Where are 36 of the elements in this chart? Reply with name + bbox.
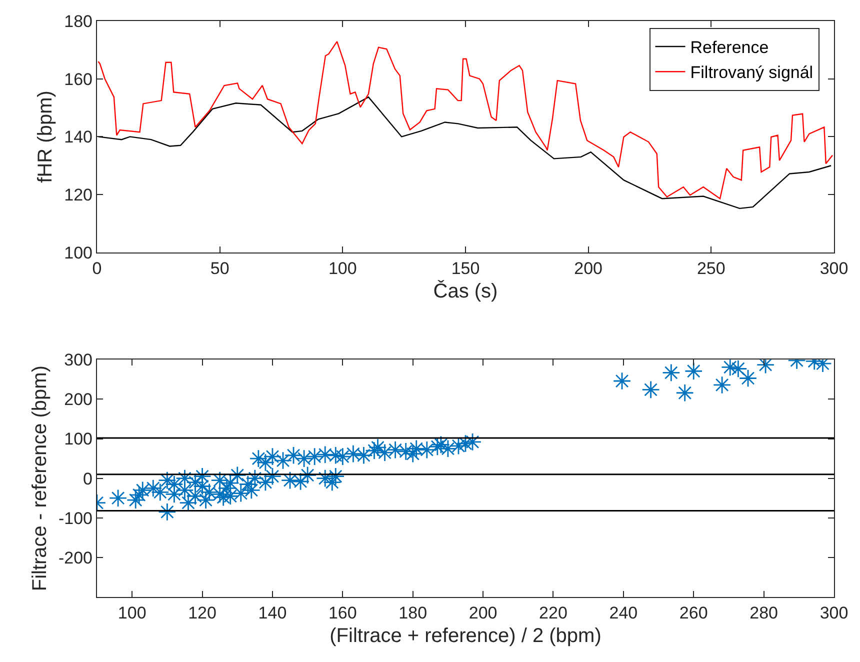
x-tick-label: 240 [609,604,638,622]
y-tick-label: 0 [83,469,92,488]
x-tick-label: 100 [328,258,357,278]
legend-label: Reference [690,38,769,58]
x-tick-label: 300 [820,604,848,622]
y-tick-label: 200 [64,390,92,410]
y-tick-label: -200 [58,548,92,568]
y-tick-label: 100 [64,430,92,449]
y-tick-label: -100 [58,508,92,528]
x-tick-label: 100 [118,604,146,622]
x-tick-label: 220 [539,604,568,622]
y-tick-label: 160 [64,70,92,89]
x-tick-label: 150 [451,258,480,278]
y-tick-label: 120 [64,185,92,204]
x-tick-label: 50 [210,258,230,278]
line-series [98,40,834,200]
line-series [98,96,832,210]
x-tick-label: 200 [468,604,498,622]
legend-label: Filtrovaný signál [690,63,814,82]
x-tick-label: 180 [398,604,428,622]
x-tick-label: 280 [750,604,778,622]
x-tick-label: 200 [574,258,603,278]
y-tick-label: 300 [64,350,92,370]
y-tick-label: 180 [64,12,92,31]
x-tick-label: 250 [696,258,726,278]
y-tick-label: 100 [64,243,92,262]
x-axis-title: Čas (s) [433,279,498,302]
x-axis-title: (Filtrace + reference) / 2 (bpm) [330,625,602,647]
y-axis-title: fHR (bpm) [34,90,57,183]
y-tick-label: 140 [64,128,92,147]
x-tick-label: 160 [328,604,357,622]
x-tick-label: 260 [679,604,708,622]
x-tick-label: 300 [820,258,848,278]
x-tick-label: 140 [258,604,287,622]
x-tick-label: 120 [188,604,216,622]
y-axis-title: Filtrace - reference (bpm) [28,366,51,592]
